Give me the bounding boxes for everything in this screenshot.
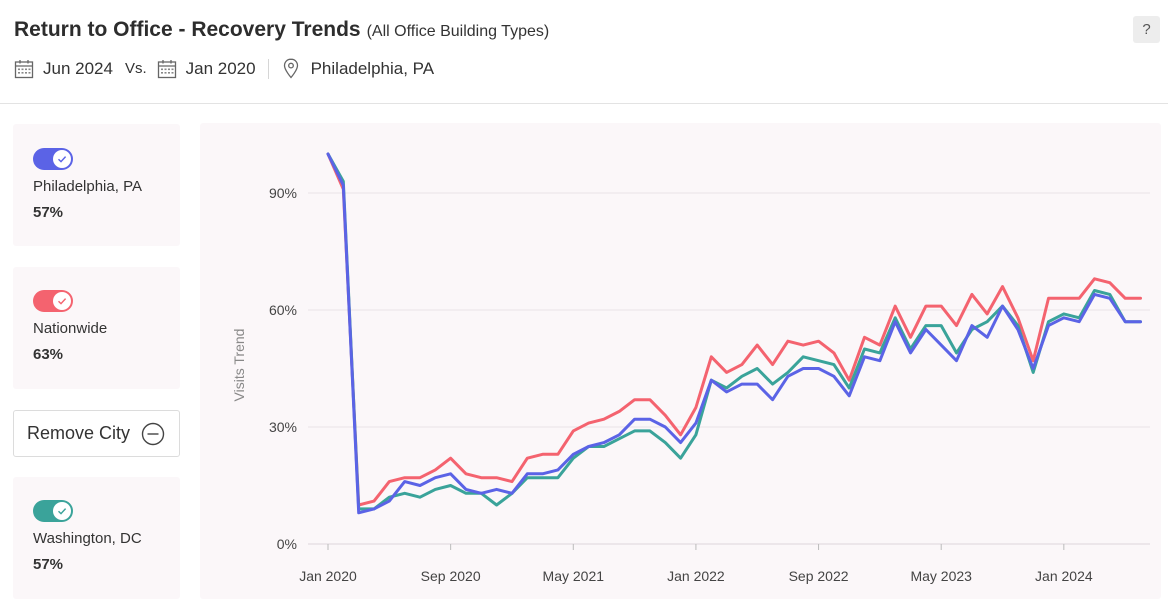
- y-tick-label: 90%: [269, 185, 297, 201]
- card-label: Washington, DC: [33, 530, 142, 547]
- check-icon: [53, 502, 71, 520]
- card-value: 57%: [33, 204, 64, 221]
- x-tick-label: Jan 2020: [299, 568, 357, 584]
- y-tick-label: 0%: [277, 536, 297, 552]
- remove-city-button[interactable]: Remove City: [13, 410, 180, 457]
- card-value: 57%: [33, 556, 64, 573]
- page-subtitle: (All Office Building Types): [366, 23, 550, 40]
- calendar-icon[interactable]: [157, 59, 177, 79]
- philadelphia-toggle[interactable]: [33, 148, 73, 170]
- y-tick-label: 60%: [269, 302, 297, 318]
- x-tick-label: Jan 2024: [1035, 568, 1093, 584]
- card-value: 63%: [33, 346, 64, 363]
- washington-toggle[interactable]: [33, 500, 73, 522]
- location-pin-icon: [283, 58, 298, 79]
- visits-trend-chart: 0% 30% 60% 90% Visits Trend Jan 2020 Sep 202…: [231, 152, 1150, 584]
- x-tick-label: Jan 2022: [667, 568, 725, 584]
- card-label: Nationwide: [33, 320, 108, 337]
- y-axis-label: Visits Trend: [231, 329, 247, 402]
- nationwide-toggle[interactable]: [33, 290, 73, 312]
- x-tick-label: May 2021: [543, 568, 605, 584]
- card-label: Philadelphia, PA: [33, 178, 142, 195]
- current-date[interactable]: Jun 2024: [43, 58, 113, 78]
- location-label[interactable]: Philadelphia, PA: [310, 58, 435, 78]
- minus-circle-icon: [141, 422, 165, 446]
- x-tick-label: Sep 2022: [789, 568, 849, 584]
- y-tick-label: 30%: [269, 419, 297, 435]
- city-card-philadelphia: Philadelphia, PA 57%: [13, 124, 180, 246]
- filter-row: Jun 2024 Vs. Jan 2020 Philadelphia, PA: [14, 58, 434, 79]
- help-button[interactable]: ?: [1133, 16, 1160, 43]
- calendar-icon[interactable]: [14, 59, 34, 79]
- x-tick-label: May 2023: [910, 568, 972, 584]
- check-icon: [53, 150, 71, 168]
- report-header: Return to Office - Recovery Trends (All …: [0, 0, 1168, 104]
- title-row: Return to Office - Recovery Trends (All …: [14, 18, 549, 42]
- city-card-nationwide: Nationwide 63%: [13, 267, 180, 389]
- x-tick-label: Sep 2020: [421, 568, 481, 584]
- help-label: ?: [1142, 21, 1151, 38]
- baseline-date[interactable]: Jan 2020: [185, 58, 256, 78]
- chart-panel: [200, 123, 1161, 599]
- vs-label: Vs.: [124, 60, 147, 77]
- check-icon: [53, 292, 71, 310]
- remove-city-label: Remove City: [27, 423, 131, 443]
- series-line-philadelphia-pa[interactable]: [326, 152, 1142, 515]
- city-card-washington: Washington, DC 57%: [13, 477, 180, 599]
- divider: [267, 58, 269, 79]
- series-line-nationwide[interactable]: [326, 152, 1142, 507]
- page-title: Return to Office - Recovery Trends: [14, 18, 361, 41]
